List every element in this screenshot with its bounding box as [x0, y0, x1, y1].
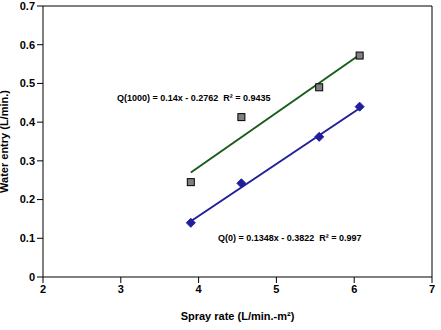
- svg-text:0.2: 0.2: [20, 193, 35, 205]
- svg-text:0: 0: [29, 271, 35, 283]
- svg-text:0.1: 0.1: [20, 232, 35, 244]
- svg-text:3: 3: [118, 283, 124, 295]
- svg-text:0.6: 0.6: [20, 39, 35, 51]
- svg-text:Water entry (L/min.): Water entry (L/min.): [8, 90, 10, 193]
- svg-text:0.4: 0.4: [20, 116, 36, 128]
- svg-text:6: 6: [351, 283, 357, 295]
- svg-text:Spray rate (L/min.-m²): Spray rate (L/min.-m²): [181, 310, 295, 322]
- svg-text:4: 4: [196, 283, 203, 295]
- svg-text:0.3: 0.3: [20, 155, 35, 167]
- svg-text:7: 7: [429, 283, 433, 295]
- html-text:Q(1000) = 0.14x - 0.2762 R² =: Q(1000) = 0.14x - 0.2762 R² = 0.9435: [117, 93, 271, 103]
- svg-text:2: 2: [40, 283, 46, 295]
- html-text:Q(0) = 0.1348x - 0.3822 R² = 0: Q(0) = 0.1348x - 0.3822 R² = 0.997: [218, 233, 362, 243]
- svg-text:5: 5: [273, 283, 279, 295]
- svg-text:0.5: 0.5: [20, 77, 35, 89]
- svg-text:0.7: 0.7: [20, 0, 35, 12]
